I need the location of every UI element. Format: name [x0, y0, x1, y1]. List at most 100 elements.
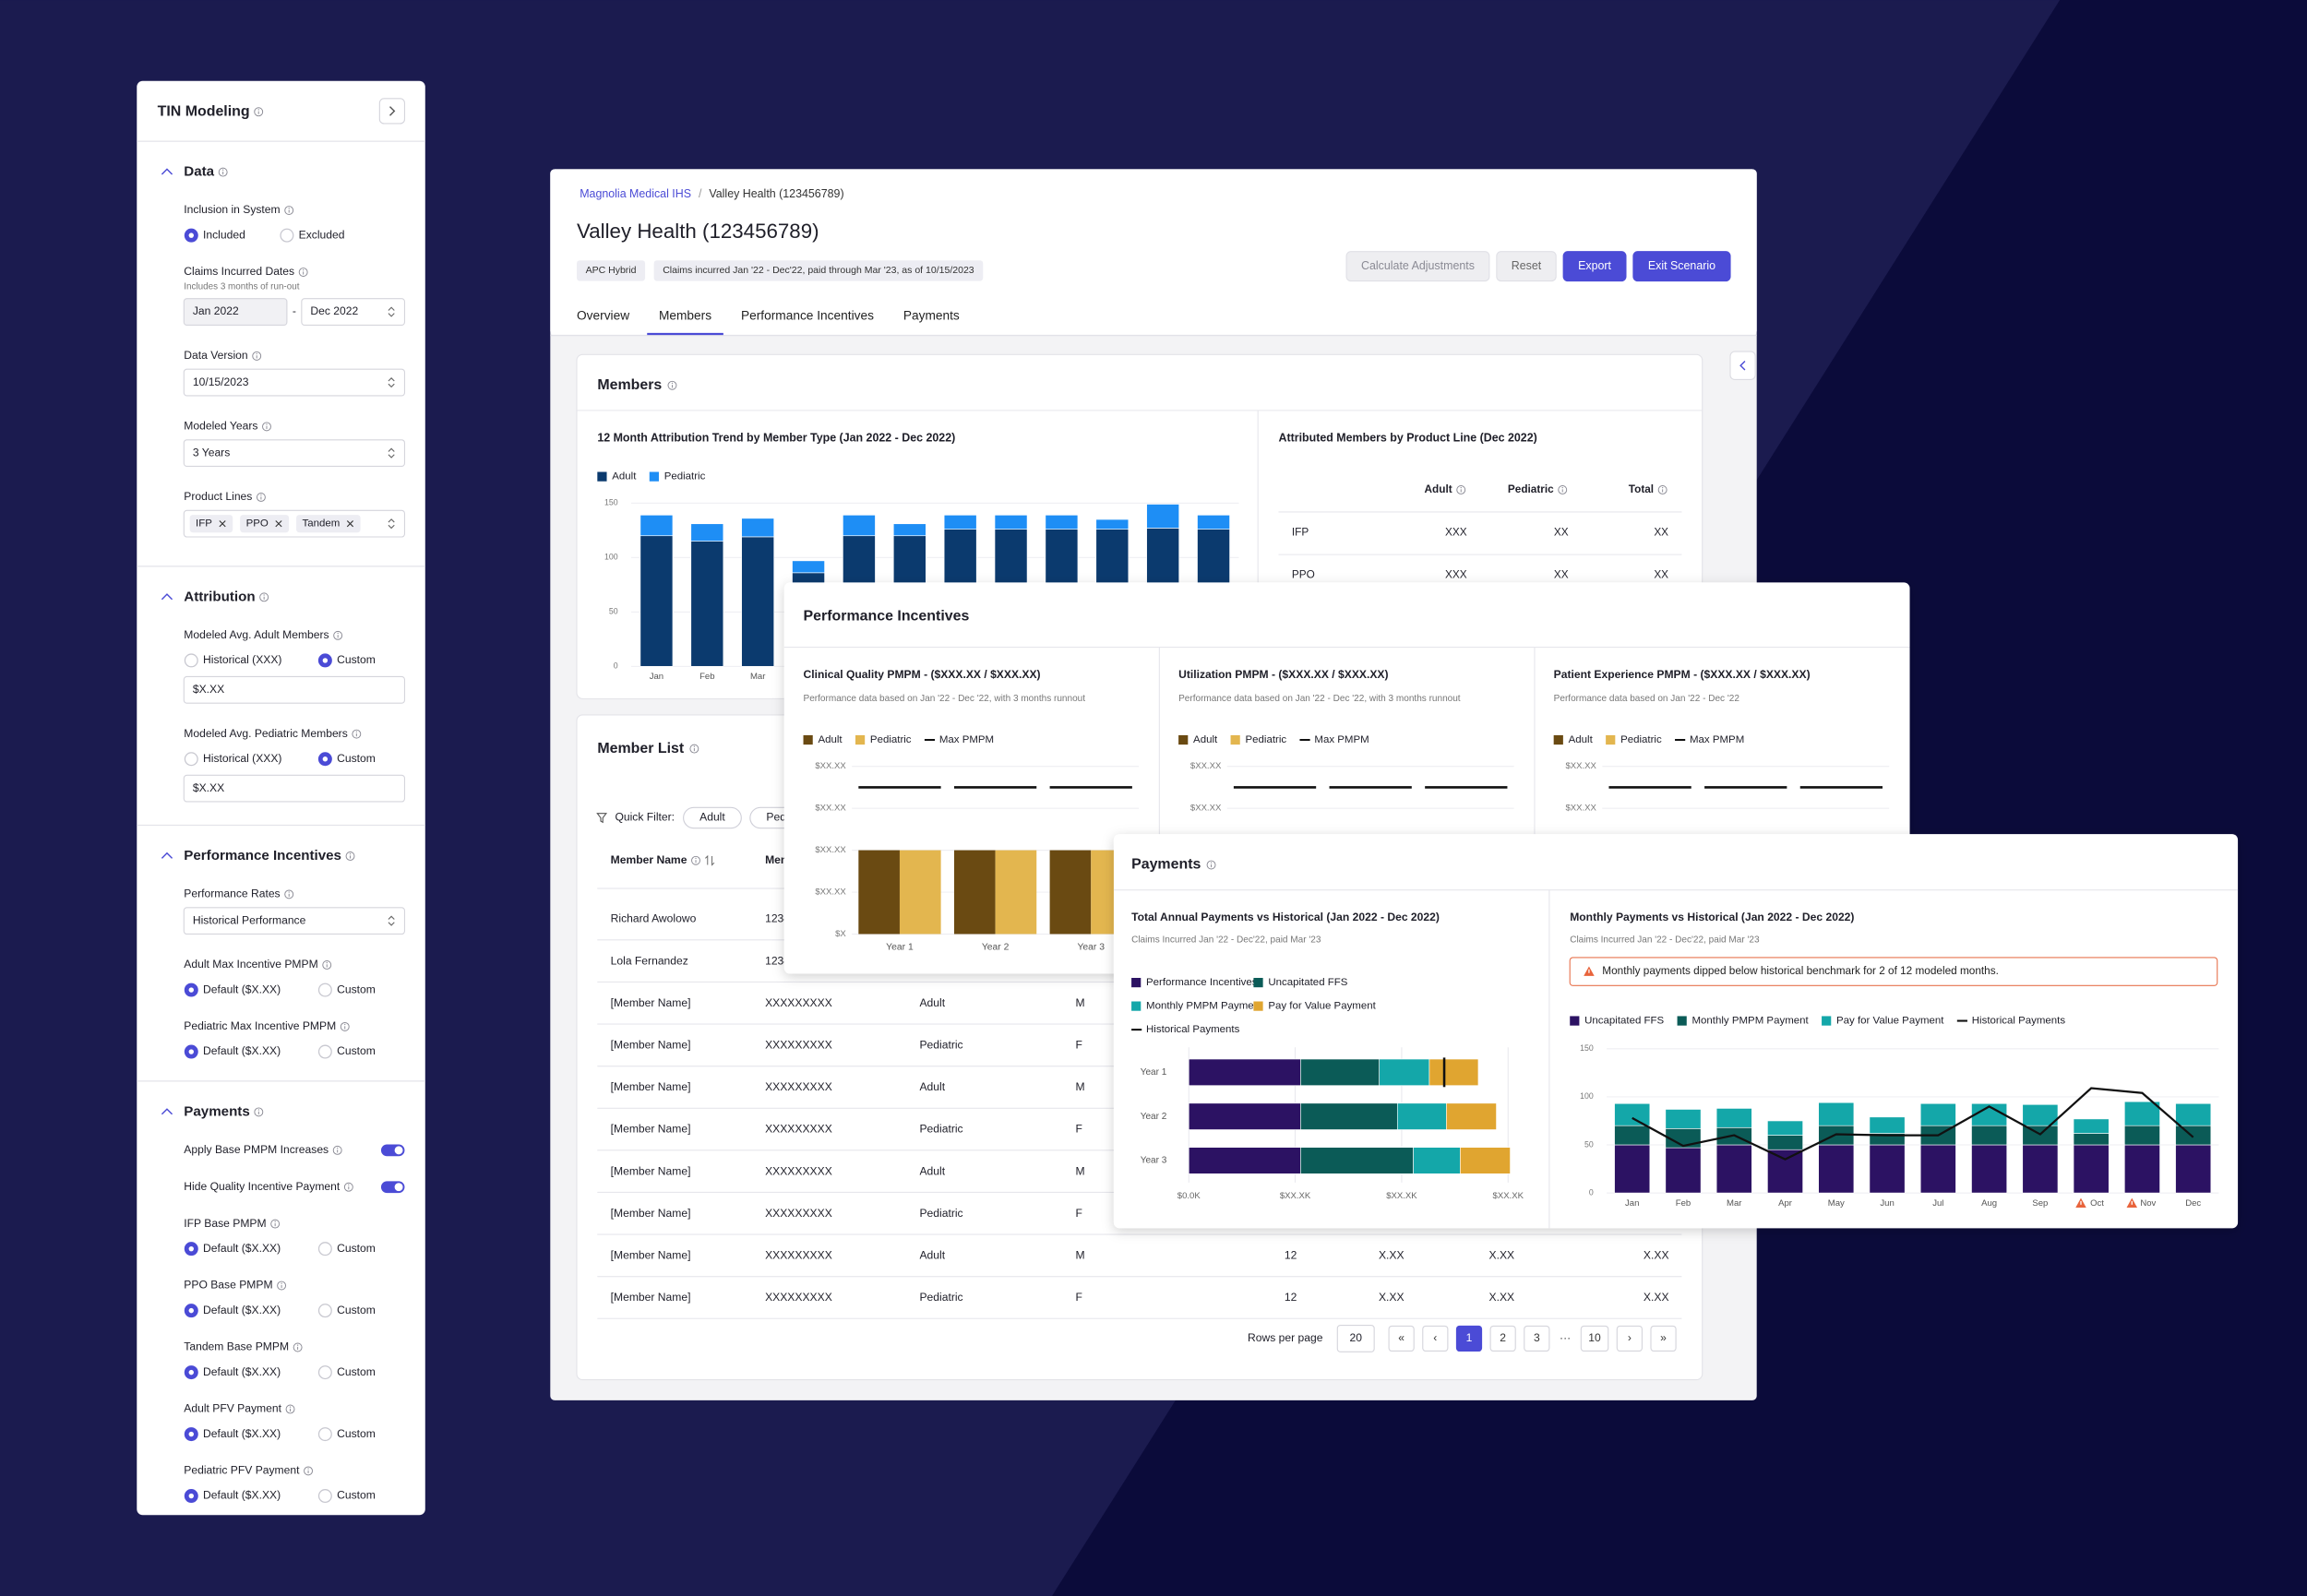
radio-button[interactable] [317, 983, 332, 997]
page-button[interactable] [1650, 1325, 1677, 1352]
section-chevron[interactable] [161, 1108, 173, 1115]
table-cell: M [1075, 1249, 1084, 1262]
radio-label: Historical (XXX) [203, 752, 281, 765]
field-label: Claims Incurred Dates [184, 265, 294, 278]
radio-button[interactable] [317, 1427, 332, 1442]
bar-segment [1767, 1120, 1803, 1136]
bar-segment [1197, 514, 1230, 530]
bar-segment [1971, 1144, 2008, 1194]
legend-label: Max PMPM [939, 734, 994, 745]
tab[interactable]: Overview [577, 308, 629, 322]
section-chevron[interactable] [161, 593, 173, 601]
select-box[interactable] [183, 907, 406, 935]
breadcrumb-link[interactable]: Magnolia Medical IHS [580, 187, 691, 200]
radio-label: Custom [337, 983, 376, 995]
legend-swatch [649, 471, 659, 482]
x-tick-label: Year 1 [886, 943, 914, 953]
date-from[interactable] [183, 298, 288, 326]
field-label: Adult PFV Payment [184, 1402, 281, 1415]
warning-icon [1584, 966, 1595, 976]
radio-button[interactable] [317, 1242, 332, 1257]
page-button[interactable] [1580, 1325, 1609, 1352]
page-label: 2 [1500, 1331, 1506, 1344]
select-chevron [388, 377, 395, 388]
info-dot [266, 423, 268, 425]
bar-segment [2073, 1133, 2110, 1146]
info-ring [262, 422, 271, 432]
line-series [1632, 1087, 2194, 1161]
sort-icon[interactable] [705, 854, 715, 866]
rows-per-page-select[interactable] [1336, 1325, 1375, 1352]
button[interactable] [1562, 251, 1627, 282]
radio-button[interactable] [317, 1304, 332, 1318]
column-header: Member Name [611, 853, 687, 866]
radio-button[interactable] [184, 752, 198, 767]
text-input[interactable] [183, 774, 406, 803]
page-label: ‹ [1433, 1331, 1437, 1344]
page-button[interactable] [1524, 1325, 1550, 1352]
bar-segment [2123, 1125, 2160, 1146]
page-button[interactable] [1388, 1325, 1415, 1352]
y-tick-label: $XX.XX [815, 761, 846, 771]
table-cell: PPO [1292, 569, 1315, 581]
section-chevron[interactable] [161, 168, 173, 175]
legend-swatch [1822, 1016, 1832, 1026]
date-to[interactable] [301, 298, 406, 326]
bar-segment [690, 541, 724, 667]
field-hint: Includes 3 months of run-out [184, 282, 299, 292]
button[interactable] [1496, 251, 1557, 282]
y-tick-label: 150 [1580, 1043, 1594, 1053]
radio-button[interactable] [280, 228, 294, 243]
info-icon [218, 167, 228, 177]
tab[interactable]: Payments [903, 308, 960, 322]
expand-button[interactable] [1729, 351, 1756, 380]
info-icon [254, 1107, 264, 1117]
bar-segment [1300, 1102, 1398, 1130]
radio-dot [188, 1431, 194, 1437]
tag-remove[interactable] [219, 520, 226, 528]
x-tick-label: $XX.XK [1280, 1191, 1311, 1201]
table-header: Total [1629, 483, 1654, 495]
tag-remove[interactable] [275, 520, 282, 528]
info-dot [337, 632, 339, 635]
y-tick-label: $XX.XX [1565, 761, 1596, 771]
table-cell: Pediatric [919, 1039, 962, 1052]
radio-button[interactable] [317, 1489, 332, 1504]
table-cell: X.XX [1489, 1249, 1515, 1262]
field-label: Pediatric Max Incentive PMPM [184, 1019, 336, 1032]
scenario-tag [653, 260, 984, 281]
section-chevron[interactable] [161, 852, 173, 859]
collapse-button[interactable] [378, 98, 406, 125]
scenario-tag [577, 260, 646, 281]
table-cell: Lola Fernandez [611, 954, 688, 967]
chart-title: Patient Experience PMPM - ($XXX.XX / $XX… [1554, 668, 1811, 681]
page-button[interactable] [1455, 1325, 1483, 1352]
table-cell: [Member Name] [611, 1164, 691, 1177]
page-button[interactable] [1489, 1325, 1516, 1352]
filter-chip[interactable] [683, 806, 742, 829]
rows-per-page-label: Rows per page [1248, 1331, 1323, 1344]
table-cell: [Member Name] [611, 1080, 691, 1093]
y-tick-label: 100 [604, 553, 618, 562]
text-input[interactable] [183, 675, 406, 704]
radio-button[interactable] [184, 653, 198, 668]
tab[interactable]: Members [659, 308, 711, 322]
tab[interactable]: Performance Incentives [741, 308, 874, 322]
select-box[interactable] [183, 439, 406, 468]
bar-segment [1767, 1149, 1803, 1194]
button[interactable] [1632, 251, 1731, 282]
radio-button[interactable] [317, 1044, 332, 1059]
radio-label: Custom [337, 1044, 376, 1057]
payments-overlay: Payments Total Annual Payments vs Histori… [1113, 834, 2239, 1229]
tag-remove[interactable] [346, 520, 354, 528]
main-header-bg [550, 169, 1757, 336]
radio-label: Custom [337, 1489, 376, 1502]
page-button[interactable] [1422, 1325, 1449, 1352]
page-button[interactable] [1616, 1325, 1643, 1352]
radio-button[interactable] [317, 1365, 332, 1380]
table-cell: Pediatric [919, 1291, 962, 1304]
legend-label: Max PMPM [1690, 734, 1744, 745]
page-label: » [1660, 1331, 1667, 1344]
select-box[interactable] [183, 368, 406, 397]
info-dot [288, 891, 290, 893]
